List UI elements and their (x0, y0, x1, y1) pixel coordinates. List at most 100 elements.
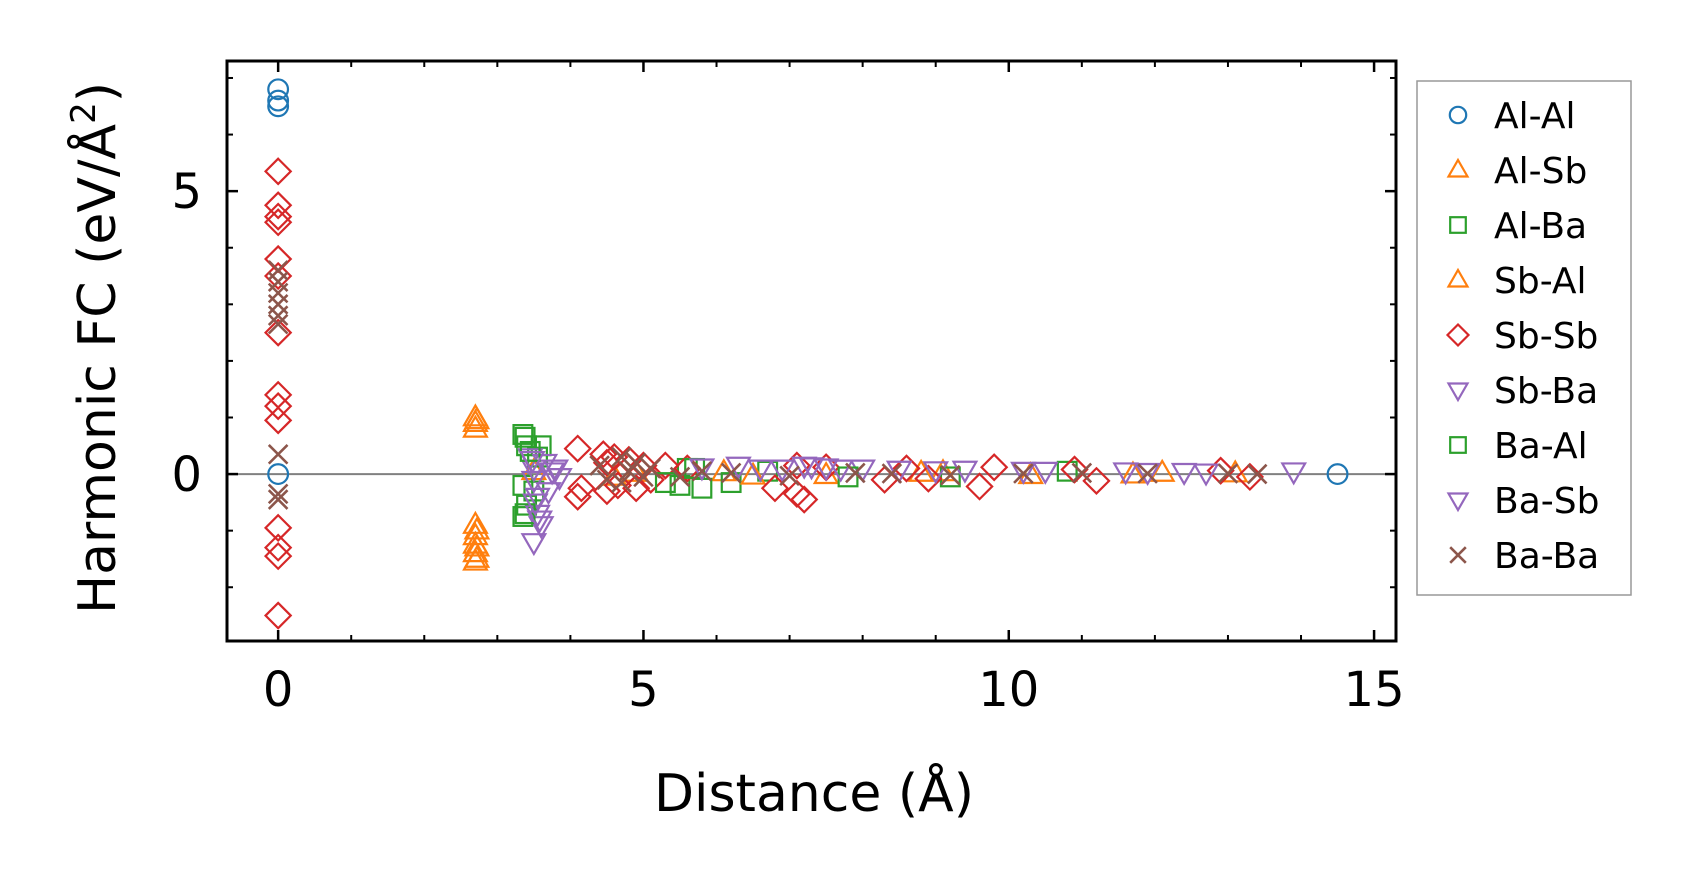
legend-item-ba-sb: Ba-Sb (1446, 481, 1599, 522)
data-point (263, 406, 293, 435)
data-point (1119, 460, 1147, 484)
data-point (739, 461, 767, 485)
data-point (267, 78, 290, 101)
data-point (463, 406, 491, 430)
x-tick-label: 10 (978, 662, 1039, 718)
legend-item-ba-ba: Ba-Ba (1449, 536, 1599, 577)
data-point (1112, 462, 1139, 486)
data-point (892, 454, 921, 483)
data-point (462, 522, 489, 546)
data-point (520, 470, 548, 494)
data-point (462, 539, 489, 563)
y-ticks: 05 (171, 76, 1396, 589)
data-point (263, 157, 293, 186)
data-point (691, 477, 713, 499)
legend: Al-Al Al-Sb Al-Ba Sb-Al Sb-Sb Sb-Ba Ba-Al Ba-Sb… (1416, 80, 1632, 596)
data-point (760, 474, 790, 503)
data-point (1217, 463, 1239, 484)
y-tick-label: 0 (171, 447, 202, 503)
data-point (1280, 462, 1308, 486)
data-point (1060, 455, 1089, 484)
legend-item-ba-al: Ba-Al (1449, 426, 1588, 467)
legend-marker (1449, 216, 1467, 234)
data-point (514, 426, 536, 448)
data-point (725, 456, 752, 480)
data-point (263, 318, 293, 347)
data-point (267, 89, 290, 112)
legend-item-sb-al: Sb-Al (1446, 261, 1587, 302)
data-point (1010, 461, 1037, 485)
legend-marker (1449, 546, 1467, 564)
data-point (845, 462, 866, 484)
data-point (512, 424, 534, 445)
legend-items: Al-Al Al-Sb Al-Ba Sb-Al Sb-Sb Sb-Ba Ba-Al Ba-Sb… (1445, 96, 1599, 577)
data-point (531, 453, 559, 477)
x-tick-label: 5 (628, 662, 659, 718)
data-point (263, 208, 293, 237)
data-point (621, 474, 651, 503)
data-point (520, 533, 548, 557)
data-point (267, 305, 289, 326)
data-point (1056, 460, 1078, 482)
data-point (267, 313, 289, 335)
x-ticks: 0 5 10 15 (263, 61, 1405, 718)
data-point (263, 244, 293, 274)
data-point (940, 464, 961, 486)
data-point (691, 460, 713, 482)
data-point (538, 462, 566, 486)
data-point (611, 472, 632, 493)
data-point (922, 461, 950, 485)
data-point (929, 458, 957, 482)
data-point (939, 466, 961, 488)
data-point (463, 544, 491, 568)
data-point (965, 472, 994, 501)
series-al-al (267, 78, 1349, 486)
data-point (263, 392, 293, 421)
data-point (779, 465, 800, 487)
data-point (1326, 463, 1349, 486)
legend-marker (1449, 436, 1467, 454)
data-point (526, 510, 554, 534)
legend-label: Al-Ba (1494, 206, 1587, 247)
data-point (1137, 463, 1158, 484)
data-point (914, 464, 943, 493)
data-point (1134, 462, 1161, 487)
data-point (768, 459, 796, 483)
data-point (790, 485, 819, 514)
data-point (720, 462, 742, 484)
data-point (782, 479, 812, 509)
data-point (1071, 462, 1093, 484)
legend-marker (1446, 382, 1470, 403)
legend-item-sb-sb: Sb-Sb (1445, 316, 1598, 357)
data-point (980, 453, 1009, 482)
data-point (263, 202, 293, 231)
data-point (881, 463, 903, 484)
data-point (522, 493, 549, 517)
legend-marker (1448, 105, 1468, 125)
data-point (1192, 463, 1220, 487)
data-point (1170, 462, 1198, 487)
legend-label: Al-Al (1494, 96, 1575, 137)
legend-label: Sb-Sb (1494, 316, 1598, 357)
data-point (263, 513, 293, 542)
y-axis-label-close: ) (68, 82, 128, 102)
data-point (827, 459, 855, 483)
y-axis-label: Harmonic FC (eV/Å2) (64, 82, 128, 614)
data-point (567, 474, 596, 503)
series-ba-sb (519, 451, 1220, 534)
data-point (747, 459, 774, 483)
x-tick-label: 0 (263, 662, 294, 718)
y-axis-label-main: Harmonic FC (eV/Å (66, 123, 128, 614)
data-point (798, 457, 825, 481)
data-point (625, 452, 647, 474)
data-point (263, 541, 293, 571)
data-point (535, 482, 562, 506)
data-point (527, 516, 555, 540)
data-point (1013, 463, 1034, 484)
x-axis-label: Distance (Å) (654, 762, 974, 824)
legend-marker (1446, 157, 1470, 178)
data-point (611, 446, 632, 468)
data-point (267, 489, 289, 510)
x-tick-label: 15 (1344, 662, 1405, 718)
legend-item-al-sb: Al-Sb (1446, 151, 1587, 192)
